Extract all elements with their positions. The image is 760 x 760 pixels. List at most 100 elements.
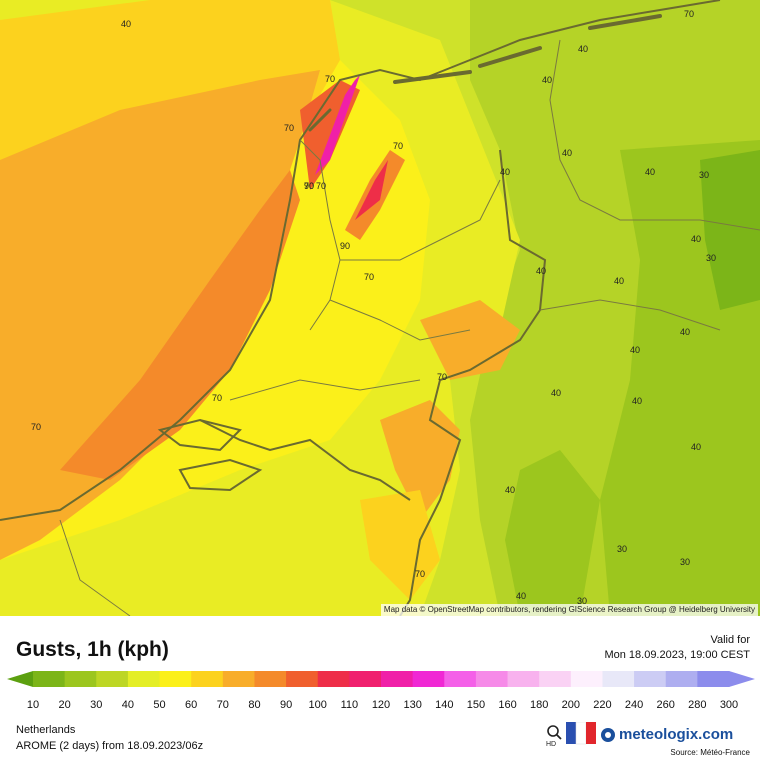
contour-label: 70 bbox=[437, 372, 447, 382]
contour-label: 30 bbox=[706, 253, 716, 263]
french-flag-blue bbox=[566, 722, 576, 744]
magnifier-hd-icon bbox=[547, 725, 559, 737]
hd-label: HD bbox=[546, 741, 556, 748]
region-border-be bbox=[59, 519, 131, 617]
scale-swatch bbox=[96, 671, 129, 687]
gust-zone-south-east bbox=[505, 450, 600, 616]
province-border-3 bbox=[329, 299, 471, 341]
contour-label: 40 bbox=[562, 148, 572, 158]
contour-label: 40 bbox=[691, 234, 701, 244]
scale-tick-label: 260 bbox=[657, 699, 675, 711]
border-nl-de bbox=[399, 149, 547, 617]
contour-label: 40 bbox=[691, 442, 701, 452]
gust-zone-far-east bbox=[700, 150, 760, 310]
contour-label: 70 bbox=[393, 141, 403, 151]
valid-time: Mon 18.09.2023, 19:00 CEST bbox=[604, 649, 750, 661]
scale-swatch bbox=[602, 671, 635, 687]
scale-swatch bbox=[570, 671, 603, 687]
data-source: Source: Météo-France bbox=[670, 748, 750, 757]
scale-tick-label: 150 bbox=[467, 699, 485, 711]
french-flag-red bbox=[586, 722, 596, 744]
scale-swatch bbox=[127, 671, 161, 687]
gust-map[interactable]: 40 70 70 70 70 90 70 90 70 70 70 70 40 40 40 40 40 30 40 30… bbox=[0, 0, 760, 617]
province-border-2 bbox=[340, 179, 501, 261]
contour-label: 70 bbox=[364, 272, 374, 282]
contour-label: 40 bbox=[632, 396, 642, 406]
scale-swatch bbox=[222, 671, 255, 687]
contour-label: 30 bbox=[680, 557, 690, 567]
scale-swatch bbox=[634, 671, 667, 687]
contour-label: 70 bbox=[212, 393, 222, 403]
scale-swatch bbox=[191, 671, 224, 687]
contour-label: 30 bbox=[699, 170, 709, 180]
contour-label: 40 bbox=[645, 167, 655, 177]
color-scale: 10 20 30 40 50 60 70 80 90 100 110 120 130 140 150 160 1… bbox=[7, 671, 755, 711]
scale-tick-label: 240 bbox=[625, 699, 643, 711]
scale-tick-label: 80 bbox=[248, 699, 260, 711]
scale-tick-label: 300 bbox=[720, 699, 738, 711]
region-border-de-1 bbox=[549, 39, 760, 231]
province-border-1 bbox=[299, 139, 341, 331]
contour-label: 40 bbox=[614, 276, 624, 286]
scale-min-arrow bbox=[7, 671, 33, 687]
scale-swatch bbox=[286, 671, 319, 687]
scale-swatch bbox=[33, 671, 66, 687]
scale-tick-label: 70 bbox=[217, 699, 229, 711]
scale-swatch bbox=[665, 671, 698, 687]
legend-title: Gusts, 1h (kph) bbox=[16, 638, 169, 661]
gust-zone-sea-3 bbox=[60, 170, 300, 480]
contour-label: 40 bbox=[680, 327, 690, 337]
contour-label: 70 bbox=[31, 422, 41, 432]
brand-icons: HD bbox=[546, 722, 615, 748]
scale-tick-label: 90 bbox=[280, 699, 292, 711]
scale-swatch bbox=[539, 671, 572, 687]
zeeland-delta-2 bbox=[178, 458, 263, 492]
scale-tick-label: 130 bbox=[403, 699, 421, 711]
gust-zone-mid bbox=[420, 300, 520, 380]
contour-label: 40 bbox=[121, 19, 131, 29]
scale-tick-label: 120 bbox=[372, 699, 390, 711]
scale-swatch bbox=[64, 671, 97, 687]
contour-label: 70 bbox=[304, 181, 314, 191]
scale-tick-label: 180 bbox=[530, 699, 548, 711]
contour-label: 40 bbox=[542, 75, 552, 85]
gust-zone-south bbox=[380, 400, 460, 520]
brand-block[interactable]: HD meteologix.com bbox=[545, 722, 755, 748]
region-label: Netherlands bbox=[16, 724, 76, 736]
island-1 bbox=[393, 70, 472, 84]
scale-tick-label: 280 bbox=[688, 699, 706, 711]
island-3 bbox=[588, 14, 662, 30]
scale-swatch bbox=[444, 671, 477, 687]
legend-panel: Gusts, 1h (kph) Valid for Mon 18.09.2023… bbox=[0, 616, 760, 760]
contour-label: 30 bbox=[617, 544, 627, 554]
scale-tick-label: 60 bbox=[185, 699, 197, 711]
magnifier-handle bbox=[556, 734, 562, 740]
french-flag-white bbox=[575, 722, 587, 745]
scale-swatch bbox=[349, 671, 382, 687]
contour-label: 70 bbox=[415, 569, 425, 579]
island-4 bbox=[308, 108, 332, 132]
scale-tick-label: 40 bbox=[122, 699, 134, 711]
island-2 bbox=[478, 46, 542, 68]
contour-label: 30 bbox=[577, 596, 587, 606]
scale-tick-label: 100 bbox=[309, 699, 327, 711]
scale-swatch bbox=[159, 671, 192, 687]
zeeland-delta-1 bbox=[157, 418, 242, 452]
scale-max-arrow bbox=[729, 671, 755, 687]
contour-label: 70 bbox=[325, 74, 335, 84]
contour-label: 40 bbox=[500, 167, 510, 177]
contour-label: 70 bbox=[316, 181, 326, 191]
scale-swatch bbox=[254, 671, 287, 687]
scale-tick-label: 160 bbox=[498, 699, 516, 711]
scale-tick-label: 10 bbox=[27, 699, 39, 711]
region-border-de-2 bbox=[539, 299, 721, 331]
scale-tick-label: 20 bbox=[59, 699, 71, 711]
contour-label: 40 bbox=[516, 591, 526, 601]
scale-tick-label: 140 bbox=[435, 699, 453, 711]
gust-zone-peak-2 bbox=[355, 160, 388, 220]
contour-label: 40 bbox=[505, 485, 515, 495]
contour-label: 70 bbox=[684, 9, 694, 19]
border-nl-be bbox=[199, 419, 411, 501]
scale-tick-label: 220 bbox=[593, 699, 611, 711]
